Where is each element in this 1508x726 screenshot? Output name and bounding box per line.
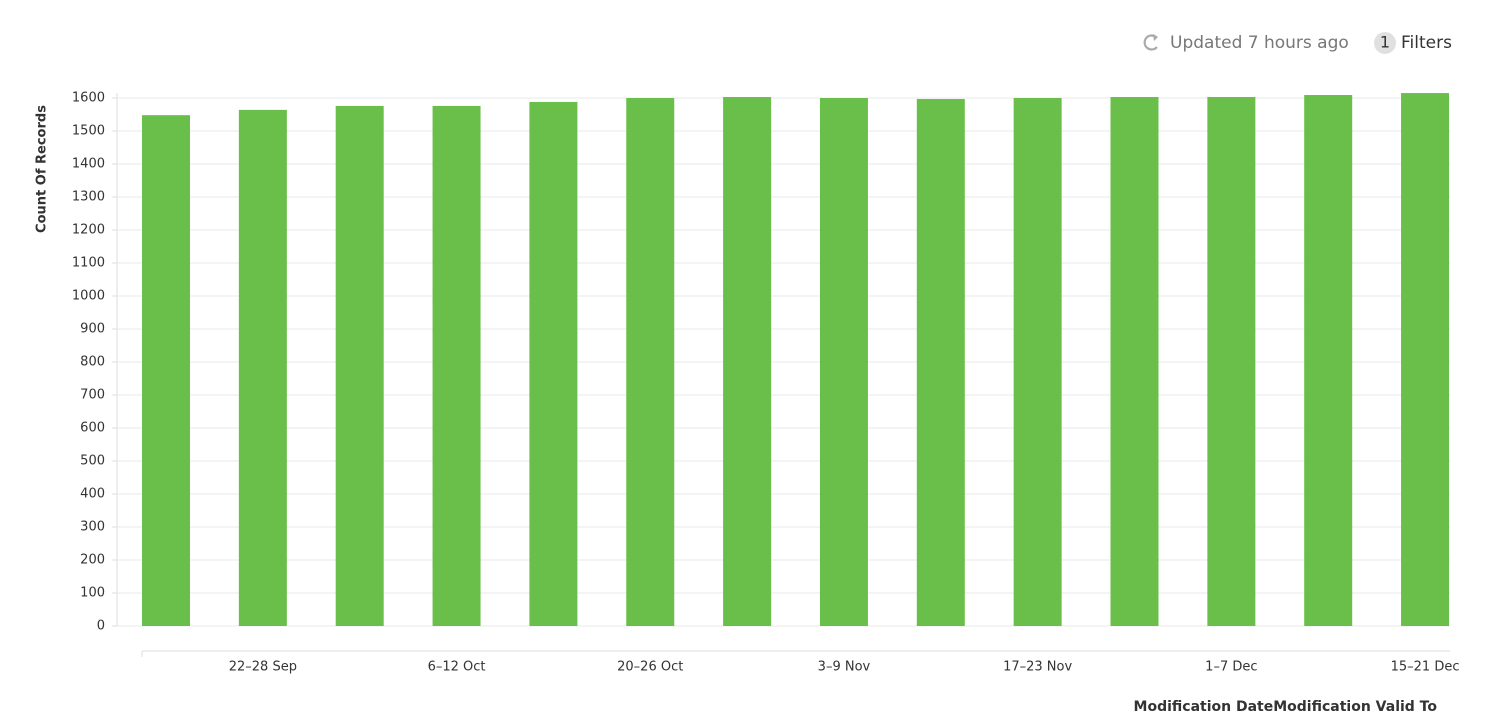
y-tick-label: 800: [80, 355, 105, 370]
y-tick-label: 100: [80, 586, 105, 601]
y-tick-label: 200: [80, 553, 105, 568]
y-tick-label: 1000: [72, 289, 105, 304]
refresh-icon: [1143, 34, 1158, 51]
filter-label: Filters: [1401, 33, 1452, 53]
y-tick-label: 300: [80, 520, 105, 535]
filters-button[interactable]: 1 Filters: [1374, 32, 1452, 54]
bar: [1304, 95, 1353, 626]
updated-status: Updated 7 hours ago: [1170, 33, 1349, 53]
y-tick-label: 1300: [72, 190, 105, 205]
y-tick-label: 400: [80, 487, 105, 502]
bar: [1110, 97, 1159, 626]
refresh-arrow: [1153, 34, 1158, 41]
x-tick-label: 17–23 Nov: [1003, 660, 1072, 675]
y-tick-label: 900: [80, 322, 105, 337]
x-tick-label: 3–9 Nov: [818, 660, 871, 675]
y-tick-label: 1200: [72, 223, 105, 238]
bar: [723, 97, 772, 626]
y-tick-label: 1100: [72, 256, 105, 271]
bar: [1207, 97, 1256, 626]
y-axis-title: Count Of Records: [35, 105, 50, 233]
x-tick-label: 22–28 Sep: [229, 660, 297, 675]
filter-count: 1: [1380, 33, 1390, 52]
bar: [335, 105, 384, 627]
bar: [819, 98, 868, 626]
x-tick-label: 15–21 Dec: [1391, 660, 1460, 675]
bar: [1401, 93, 1450, 627]
filter-badge: [1374, 32, 1396, 54]
x-tick-label: 6–12 Oct: [428, 660, 486, 675]
bar: [1013, 98, 1062, 626]
bar: [142, 115, 190, 626]
y-tick-label: 1600: [72, 91, 105, 106]
x-tick-label: 20–26 Oct: [617, 660, 683, 675]
y-tick-label: 700: [80, 388, 105, 403]
bar: [432, 105, 481, 627]
bar: [916, 98, 965, 627]
bar: [529, 101, 578, 626]
y-tick-label: 1500: [72, 124, 105, 139]
y-tick-label: 600: [80, 421, 105, 436]
x-axis-title: Modification DateModification Valid To: [1134, 699, 1438, 715]
y-tick-label: 0: [97, 619, 105, 634]
x-tick-label: 1–7 Dec: [1205, 660, 1257, 675]
bar: [626, 98, 675, 626]
y-tick-label: 500: [80, 454, 105, 469]
y-tick-label: 1400: [72, 157, 105, 172]
bar: [238, 109, 287, 626]
refresh-button[interactable]: Updated 7 hours ago: [1143, 33, 1349, 53]
